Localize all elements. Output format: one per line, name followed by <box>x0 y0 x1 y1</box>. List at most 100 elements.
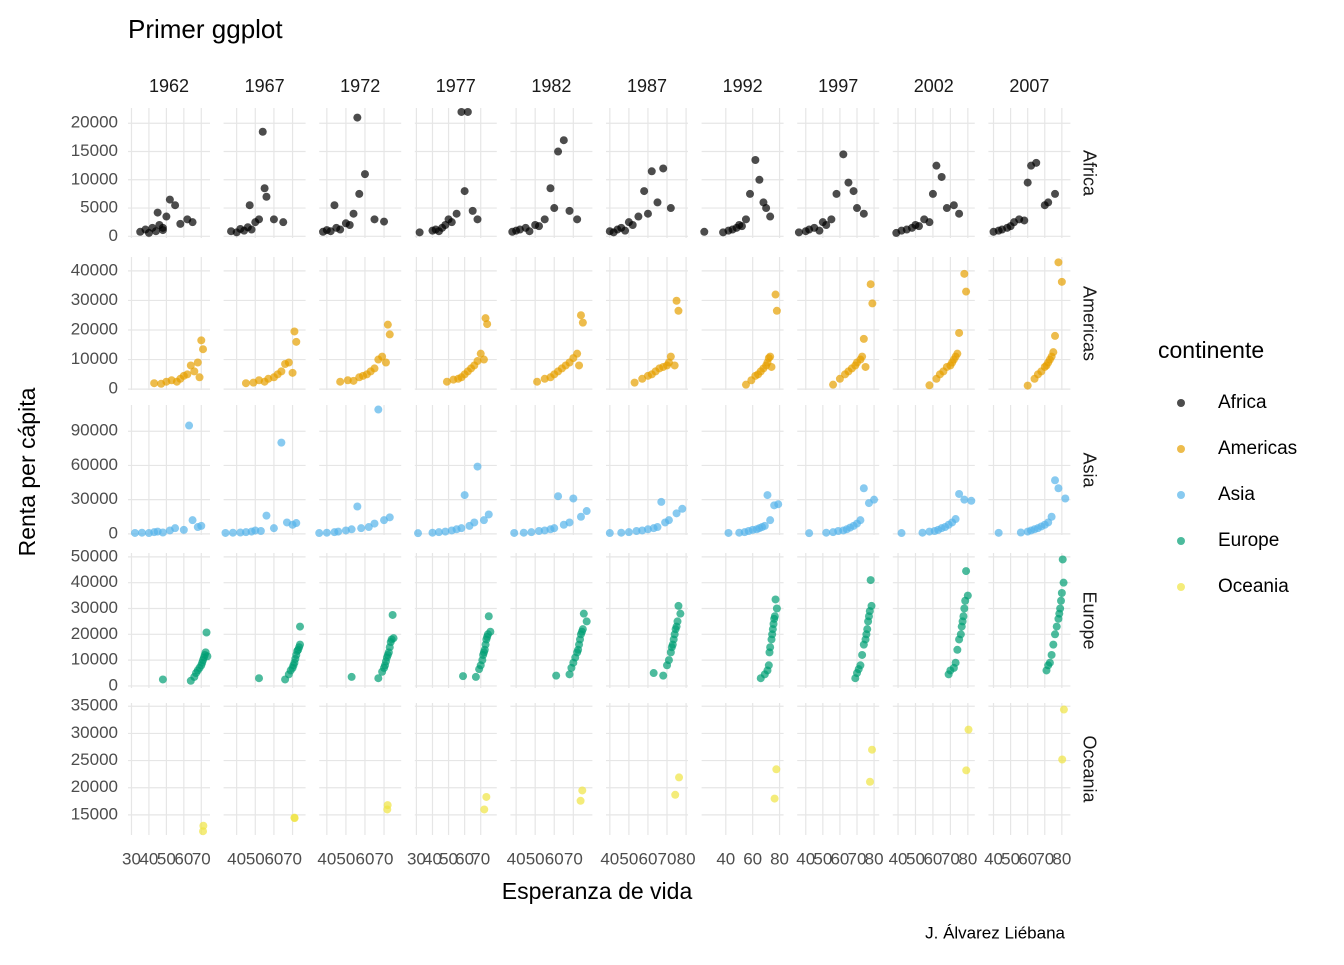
facet-panel <box>223 108 306 238</box>
point <box>578 786 587 795</box>
point <box>960 495 969 504</box>
point <box>459 672 468 681</box>
point <box>284 358 293 367</box>
x-tick-label: 70 <box>192 849 211 868</box>
point <box>822 221 831 229</box>
point <box>569 494 578 503</box>
y-tick-label: 40000 <box>71 260 118 279</box>
point <box>279 218 288 227</box>
point <box>370 519 379 528</box>
point <box>767 362 776 371</box>
point <box>868 299 877 308</box>
point <box>199 821 208 830</box>
point <box>859 484 868 493</box>
y-axis-label: Renta per cápita <box>14 387 40 556</box>
facet-panel <box>988 405 1071 537</box>
y-tick-label: 10000 <box>71 650 118 669</box>
facet-panel <box>319 703 402 835</box>
point <box>471 672 480 681</box>
point <box>953 349 962 358</box>
point <box>554 147 563 156</box>
point <box>766 643 775 652</box>
point <box>1054 484 1063 493</box>
point <box>737 222 746 231</box>
facet-panel <box>892 405 976 538</box>
x-tick-label: 60 <box>1018 849 1037 868</box>
point <box>241 379 250 388</box>
facet-strip-label: 1967 <box>245 76 285 96</box>
point <box>657 497 666 506</box>
point <box>867 601 876 610</box>
point <box>565 206 574 215</box>
x-axis-label: Esperanza de vida <box>502 878 693 904</box>
point <box>197 336 206 345</box>
point <box>928 189 937 198</box>
x-tick-label: 50 <box>1001 849 1020 868</box>
point <box>576 512 585 521</box>
point <box>486 627 495 636</box>
y-tick-label: 15000 <box>71 804 118 823</box>
point <box>1052 622 1061 631</box>
point <box>932 161 941 170</box>
point <box>914 222 923 231</box>
x-tick-label: 60 <box>830 849 849 868</box>
x-tick-label: 70 <box>375 849 394 868</box>
point <box>389 634 398 643</box>
point <box>171 201 180 210</box>
facet-panel <box>319 553 402 688</box>
point <box>460 187 469 196</box>
point <box>385 330 394 339</box>
x-tick-label: 80 <box>865 849 884 868</box>
point <box>962 567 971 576</box>
point <box>428 528 437 537</box>
legend-label: Oceania <box>1218 576 1289 597</box>
point <box>1054 258 1063 267</box>
point <box>925 381 934 390</box>
facet-strip-label: 1992 <box>723 76 763 96</box>
point <box>666 204 675 213</box>
facet-strip-label: 1987 <box>627 76 667 96</box>
y-tick-label: 20000 <box>71 113 118 132</box>
point <box>647 167 656 176</box>
legend-label: Africa <box>1218 392 1267 413</box>
facet-panel <box>319 257 402 390</box>
x-tick-label: 80 <box>1052 849 1071 868</box>
point <box>659 164 668 173</box>
point <box>962 766 971 775</box>
point <box>575 361 584 370</box>
point <box>856 516 865 525</box>
point <box>355 189 364 198</box>
point <box>628 221 637 229</box>
point <box>653 523 662 532</box>
x-tick-label: 70 <box>564 849 583 868</box>
point <box>829 380 838 389</box>
point <box>951 658 960 667</box>
point <box>158 223 167 232</box>
point <box>202 628 211 637</box>
point <box>255 215 264 224</box>
facet-panel <box>701 405 784 537</box>
point <box>967 496 976 505</box>
y-tick-label: 10000 <box>71 169 118 188</box>
point <box>617 528 626 537</box>
point <box>183 370 192 379</box>
y-tick-label: 20000 <box>71 319 118 338</box>
facet-panel <box>794 108 880 238</box>
facet-strip-label: 2007 <box>1009 76 1049 96</box>
point <box>664 656 673 665</box>
y-tick-label: 0 <box>109 379 118 398</box>
point <box>772 306 781 315</box>
point <box>772 765 781 774</box>
point <box>865 777 874 786</box>
point <box>630 378 639 387</box>
y-tick-label: 40000 <box>71 572 118 591</box>
x-tick-label: 70 <box>941 849 960 868</box>
y-tick-label: 0 <box>109 675 118 694</box>
legend-marker <box>1177 583 1185 591</box>
point <box>330 201 339 210</box>
point <box>162 212 171 221</box>
x-tick-label: 40 <box>889 849 908 868</box>
point <box>370 215 379 224</box>
point <box>1051 331 1060 340</box>
